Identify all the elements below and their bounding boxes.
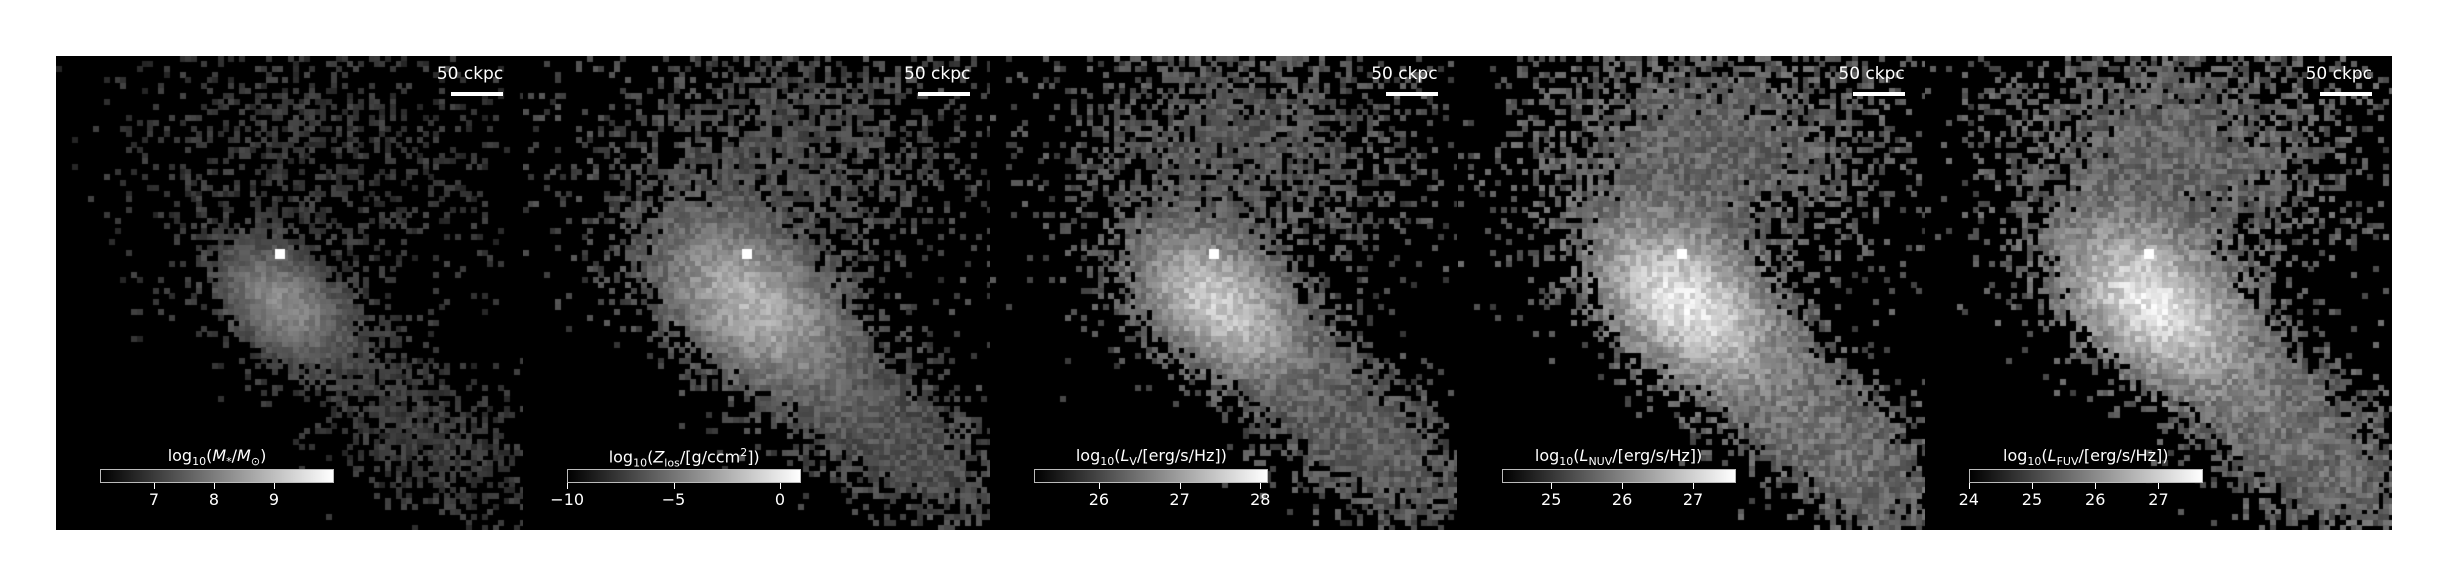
colorbar: log10(LNUV/[erg/s/Hz]) 25 26 27 <box>1501 446 1736 516</box>
colorbar-tick <box>1622 483 1624 489</box>
map-panel-1: 50 ckpc log10(M*/M⊙) 7 8 9 <box>56 56 524 530</box>
scale-bar <box>1852 92 1905 96</box>
pixel-map-image <box>1924 56 2392 530</box>
scale-bar <box>1385 92 1438 96</box>
scale-bar-label: 50 ckpc <box>904 64 971 84</box>
colorbar-tick-label: 26 <box>1611 490 1633 509</box>
map-panel-2: 50 ckpc log10(Zlos/[g/ccm2]) −10 −5 0 <box>523 56 991 530</box>
scale-bar-label: 50 ckpc <box>1371 64 1438 84</box>
colorbar: log10(M*/M⊙) 7 8 9 <box>100 446 334 516</box>
colorbar-tick-label: 25 <box>2021 490 2043 509</box>
colorbar-gradient <box>567 469 802 483</box>
colorbar-tick-label: 26 <box>1088 490 1110 509</box>
colorbar-tick-label: 27 <box>1682 490 1704 509</box>
map-panel-3: 50 ckpc log10(LV/[erg/s/Hz]) 26 27 28 <box>990 56 1458 530</box>
colorbar-tick <box>2031 483 2033 489</box>
colorbar-tick <box>154 483 155 489</box>
colorbar-title: log10(LV/[erg/s/Hz]) <box>1075 446 1227 469</box>
colorbar-tick-label: 28 <box>1250 490 1271 509</box>
colorbar-tick <box>779 483 781 489</box>
pixel-map-image <box>523 56 991 530</box>
scale-bar <box>918 92 971 96</box>
colorbar-title: log10(M*/M⊙) <box>167 446 267 469</box>
colorbar: log10(LFUV/[erg/s/Hz]) 24 25 26 27 <box>1959 446 2203 516</box>
colorbar-tick <box>1551 483 1553 489</box>
map-panel-5: 50 ckpc log10(LFUV/[erg/s/Hz]) 24 25 26 27 <box>1924 56 2392 530</box>
colorbar-tick <box>1968 483 1970 489</box>
colorbar-tick <box>2095 483 2097 489</box>
colorbar-tick-label: 9 <box>268 490 280 509</box>
colorbar-tick-label: 26 <box>2085 490 2106 509</box>
map-panel-4: 50 ckpc log10(LNUV/[erg/s/Hz]) 25 26 27 <box>1457 56 1925 530</box>
colorbar-tick <box>214 483 215 489</box>
pixel-map-image <box>1457 56 1925 530</box>
scale-bar <box>451 92 504 96</box>
colorbar-tick-label: 25 <box>1541 490 1562 509</box>
colorbar-gradient <box>1501 469 1736 483</box>
scale-bar-label: 50 ckpc <box>436 64 504 84</box>
colorbar-tick <box>1693 483 1695 489</box>
scale-bar <box>2319 92 2372 96</box>
colorbar-tick-label: 24 <box>1958 490 1979 509</box>
pixel-map-image <box>990 56 1458 530</box>
colorbar-tick-label: 0 <box>774 490 785 509</box>
scale-bar-label: 50 ckpc <box>2305 64 2372 84</box>
pixel-map-image <box>56 56 523 530</box>
colorbar-tick-label: 8 <box>208 490 220 509</box>
colorbar-tick-label: −10 <box>550 490 585 509</box>
colorbar-tick <box>1260 483 1262 489</box>
colorbar-title: log10(Zlos/[g/ccm2]) <box>608 446 760 470</box>
colorbar-tick <box>1179 483 1181 489</box>
colorbar-gradient <box>1968 469 2203 483</box>
colorbar-tick <box>274 483 275 489</box>
colorbar-title: log10(LFUV/[erg/s/Hz]) <box>2003 446 2169 469</box>
colorbar-tick <box>2158 483 2160 489</box>
colorbar-title: log10(LNUV/[erg/s/Hz]) <box>1534 446 1703 469</box>
colorbar: log10(LV/[erg/s/Hz]) 26 27 28 <box>1034 446 1271 516</box>
colorbar-gradient <box>100 469 334 483</box>
colorbar-gradient <box>1034 469 1269 483</box>
colorbar-tick-label: −5 <box>661 490 686 509</box>
colorbar-tick-label: 27 <box>1169 490 1190 509</box>
colorbar-tick <box>1098 483 1100 489</box>
scale-bar-label: 50 ckpc <box>1838 64 1905 84</box>
colorbar-tick <box>673 483 675 489</box>
colorbar: log10(Zlos/[g/ccm2]) −10 −5 0 <box>550 446 802 516</box>
colorbar-tick-label: 27 <box>2148 490 2169 509</box>
galaxy-map-strip: 50 ckpc log10(M*/M⊙) 7 8 9 50 ckpc log10(Zlos/… <box>56 56 2392 530</box>
colorbar-tick-label: 7 <box>148 490 160 509</box>
colorbar-tick <box>567 483 569 489</box>
